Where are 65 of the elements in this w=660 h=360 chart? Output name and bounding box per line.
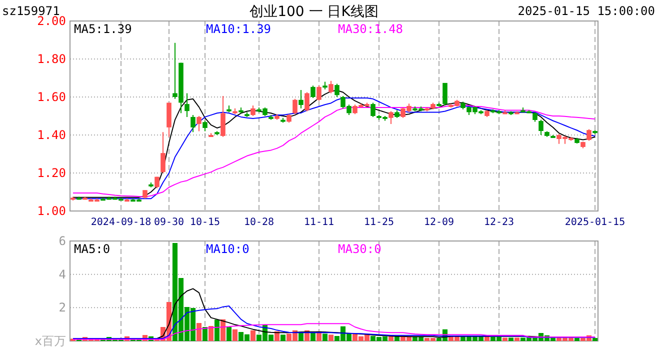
chart-title: 创业100 一 日K线图: [250, 4, 378, 20]
candlestick: [196, 116, 202, 132]
x-tick-label: 09-30: [154, 217, 184, 228]
x-tick-label: 2024-09-18: [90, 217, 152, 228]
bar: [508, 338, 514, 341]
x-tick-label: 12-23: [484, 217, 514, 228]
candlestick: [316, 85, 322, 102]
line-series: [72, 306, 596, 339]
candlestick: [370, 102, 376, 118]
candlestick: [298, 89, 304, 109]
y-tick-label: 1.20: [37, 166, 66, 180]
candlestick: [304, 92, 310, 112]
candlestick: [538, 119, 544, 136]
text: MA10:1.39: [206, 22, 272, 36]
candlestick: [292, 98, 298, 115]
candlestick: [328, 80, 334, 94]
bar: [328, 334, 334, 341]
bar: [322, 334, 328, 341]
line-series: [72, 323, 596, 340]
text: MA5:0: [74, 242, 110, 256]
bar: [226, 327, 232, 341]
bar: [232, 329, 238, 341]
bar: [514, 338, 520, 341]
y-tick-label: 1.60: [37, 90, 66, 104]
candlestick: [202, 120, 208, 132]
y-tick-label: 1.80: [37, 52, 66, 66]
y-tick-label: 2.00: [37, 14, 66, 28]
x-tick-label: 2025-01-15: [564, 217, 626, 228]
y-axis-title: x百万: [34, 334, 66, 348]
bar: [250, 330, 256, 341]
bar: [280, 334, 286, 341]
bar: [574, 338, 580, 341]
bar: [502, 338, 508, 341]
bar: [298, 332, 304, 341]
bar: [202, 327, 208, 341]
y-tick-label: 6: [58, 234, 66, 248]
bar: [592, 338, 598, 341]
text: 2025-01-15 15:00:00: [518, 4, 655, 18]
candlestick: [160, 132, 166, 174]
y-tick-label: 1.40: [37, 128, 66, 142]
candlestick: [586, 128, 592, 142]
candlestick: [334, 83, 340, 98]
text: MA5:1.39: [74, 22, 132, 36]
x-tick-label: 12-09: [424, 217, 454, 228]
y-tick-label: 2: [58, 300, 66, 315]
text: MA30:1.48: [338, 22, 404, 36]
bar: [310, 332, 316, 341]
candlestick: [442, 82, 448, 106]
candlestick: [250, 105, 256, 116]
candlestick: [220, 96, 226, 138]
bar: [208, 326, 214, 341]
text: MA10:0: [206, 242, 250, 256]
x-tick-label: 11-25: [364, 217, 394, 228]
text: MA30:0: [338, 242, 382, 256]
bar: [196, 323, 202, 341]
candlestick: [190, 114, 196, 133]
candlestick: [388, 110, 394, 124]
candlestick: [184, 92, 190, 118]
x-tick-label: 10-28: [244, 217, 274, 228]
bar: [214, 320, 220, 341]
x-tick-label: 11-11: [304, 217, 334, 228]
y-tick-label: 1.00: [37, 204, 66, 218]
x-tick-label: 10-15: [190, 217, 220, 228]
candlestick: [310, 85, 316, 98]
y-tick-label: 4: [58, 267, 66, 282]
